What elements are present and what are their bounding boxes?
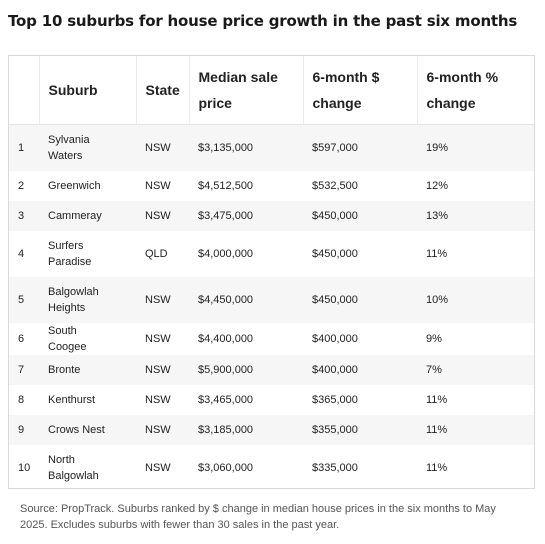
cell-percent-change: 11%: [417, 230, 534, 277]
header-median-line1: Median sale: [198, 69, 278, 85]
header-pchange-line2: change: [426, 95, 476, 111]
cell-state: NSW: [136, 276, 189, 323]
cell-percent-change: 10%: [417, 276, 534, 323]
cell-median-price: $3,475,000: [189, 200, 303, 231]
table-body: 1 Sylvania Waters NSW $3,135,000 $597,000 19%…: [9, 124, 534, 488]
cell-suburb: Cammeray: [39, 200, 136, 231]
table-row: 7 Bronte NSW $5,900,000 $400,000 7%: [9, 354, 534, 385]
cell-rank: 9: [9, 414, 39, 445]
cell-rank: 3: [9, 200, 39, 231]
table-card: Suburb State Median sale price 6-month $ c…: [8, 55, 535, 489]
cell-suburb: Sylvania Waters: [39, 124, 136, 171]
header-suburb: Suburb: [39, 56, 137, 125]
cell-rank: 8: [9, 384, 39, 415]
cell-suburb: Kenthurst: [39, 384, 136, 415]
cell-percent-change: 11%: [417, 414, 534, 445]
cell-median-price: $4,512,500: [189, 170, 303, 201]
cell-state: NSW: [136, 322, 189, 355]
cell-percent-change: 9%: [417, 322, 534, 355]
table-row: 1 Sylvania Waters NSW $3,135,000 $597,000 19%: [9, 124, 534, 171]
header-state: State: [136, 56, 190, 125]
cell-dollar-change: $532,500: [303, 170, 417, 201]
cell-suburb: Balgowlah Heights: [39, 276, 136, 323]
cell-median-price: $3,135,000: [189, 124, 303, 171]
cell-state: NSW: [136, 170, 189, 201]
cell-median-price: $4,000,000: [189, 230, 303, 277]
table-row: 10 North Balgowlah NSW $3,060,000 $335,000 11…: [9, 444, 534, 488]
suburb-growth-table: Suburb State Median sale price 6-month $ c…: [9, 56, 534, 488]
cell-state: NSW: [136, 354, 189, 385]
header-dollar-change: 6-month $ change: [303, 56, 418, 125]
cell-suburb: North Balgowlah: [39, 444, 136, 488]
cell-median-price: $5,900,000: [189, 354, 303, 385]
header-median-line2: price: [198, 95, 232, 111]
cell-state: NSW: [136, 444, 189, 488]
table-row: 8 Kenthurst NSW $3,465,000 $365,000 11%: [9, 384, 534, 415]
cell-percent-change: 19%: [417, 124, 534, 171]
table-row: 2 Greenwich NSW $4,512,500 $532,500 12%: [9, 170, 534, 201]
cell-rank: 1: [9, 124, 39, 171]
cell-percent-change: 11%: [417, 444, 534, 488]
cell-median-price: $4,450,000: [189, 276, 303, 323]
cell-percent-change: 11%: [417, 384, 534, 415]
cell-dollar-change: $450,000: [303, 276, 417, 323]
cell-state: QLD: [136, 230, 189, 277]
header-rank: [9, 56, 40, 125]
cell-rank: 7: [9, 354, 39, 385]
table-header-row: Suburb State Median sale price 6-month $ c…: [9, 56, 534, 125]
cell-suburb: Surfers Paradise: [39, 230, 136, 277]
cell-percent-change: 12%: [417, 170, 534, 201]
source-note: Source: PropTrack. Suburbs ranked by $ c…: [20, 503, 496, 531]
header-dchange-line1: 6-month $: [312, 69, 380, 85]
cell-median-price: $3,060,000: [189, 444, 303, 488]
cell-suburb: Bronte: [39, 354, 136, 385]
cell-state: NSW: [136, 124, 189, 171]
header-percent-change: 6-month % change: [417, 56, 534, 125]
cell-dollar-change: $355,000: [303, 414, 417, 445]
table-row: 4 Surfers Paradise QLD $4,000,000 $450,000 11…: [9, 230, 534, 277]
header-dchange-line2: change: [312, 95, 362, 111]
cell-suburb: South Coogee: [39, 322, 136, 355]
header-median-price: Median sale price: [189, 56, 304, 125]
table-row: 6 South Coogee NSW $4,400,000 $400,000 9%: [9, 322, 534, 355]
cell-rank: 2: [9, 170, 39, 201]
cell-suburb: Crows Nest: [39, 414, 136, 445]
cell-rank: 10: [9, 444, 39, 488]
cell-median-price: $3,465,000: [189, 384, 303, 415]
cell-percent-change: 13%: [417, 200, 534, 231]
cell-state: NSW: [136, 200, 189, 231]
table-row: 5 Balgowlah Heights NSW $4,450,000 $450,000 1…: [9, 276, 534, 323]
cell-state: NSW: [136, 384, 189, 415]
cell-dollar-change: $597,000: [303, 124, 417, 171]
cell-rank: 5: [9, 276, 39, 323]
table-title: Top 10 suburbs for house price growth in…: [8, 12, 518, 30]
cell-suburb: Greenwich: [39, 170, 136, 201]
cell-dollar-change: $450,000: [303, 230, 417, 277]
table-row: 9 Crows Nest NSW $3,185,000 $355,000 11%: [9, 414, 534, 445]
cell-rank: 4: [9, 230, 39, 277]
cell-median-price: $3,185,000: [189, 414, 303, 445]
cell-state: NSW: [136, 414, 189, 445]
cell-dollar-change: $365,000: [303, 384, 417, 415]
cell-dollar-change: $335,000: [303, 444, 417, 488]
cell-median-price: $4,400,000: [189, 322, 303, 355]
cell-dollar-change: $400,000: [303, 354, 417, 385]
header-pchange-line1: 6-month %: [426, 69, 499, 85]
table-row: 3 Cammeray NSW $3,475,000 $450,000 13%: [9, 200, 534, 231]
cell-dollar-change: $450,000: [303, 200, 417, 231]
cell-percent-change: 7%: [417, 354, 534, 385]
cell-rank: 6: [9, 322, 39, 355]
cell-dollar-change: $400,000: [303, 322, 417, 355]
